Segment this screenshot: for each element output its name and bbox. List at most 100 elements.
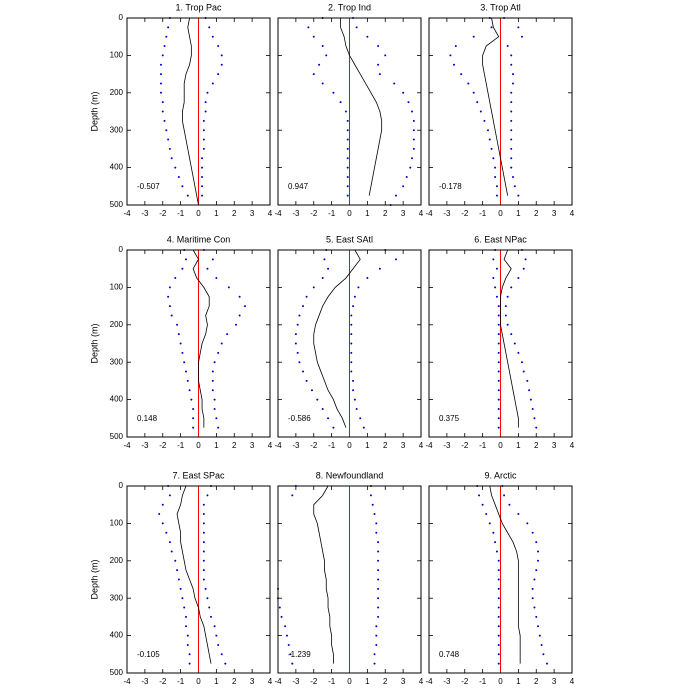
x-tick-label: -2 bbox=[159, 677, 167, 686]
profile-dot bbox=[524, 258, 527, 261]
profile-dot bbox=[165, 129, 168, 132]
profile-dot bbox=[510, 166, 513, 169]
profile-dot bbox=[350, 351, 353, 354]
profile-dot bbox=[510, 286, 513, 289]
profile-dot bbox=[217, 643, 220, 646]
panel-title: 7. East SPac bbox=[172, 470, 225, 480]
profile-dot bbox=[202, 119, 205, 122]
profile-dot bbox=[202, 513, 205, 516]
x-tick-label: -2 bbox=[461, 209, 469, 218]
annotation: -0.507 bbox=[137, 182, 160, 191]
profile-dot bbox=[371, 503, 374, 506]
profile-dot bbox=[377, 587, 380, 590]
profile-dot bbox=[174, 559, 177, 562]
profile-dot bbox=[535, 615, 538, 618]
profile-dot bbox=[310, 389, 313, 392]
profile-dot bbox=[298, 314, 301, 317]
profile-dot bbox=[355, 26, 358, 29]
profile-dot bbox=[350, 370, 353, 373]
profile-dot bbox=[201, 185, 204, 188]
y-axis-label: Depth (m) bbox=[89, 559, 99, 599]
profile-dot bbox=[497, 361, 500, 364]
profile-dot bbox=[529, 398, 532, 401]
x-tick-label: -1 bbox=[177, 441, 185, 450]
y-tick-label: 300 bbox=[110, 125, 124, 134]
profile-dot bbox=[215, 417, 218, 420]
profile-dot bbox=[158, 513, 161, 516]
profile-dot bbox=[531, 407, 534, 410]
x-tick-label: 4 bbox=[419, 677, 424, 686]
profile-dot bbox=[352, 379, 355, 382]
plot-frame bbox=[126, 17, 271, 206]
x-tick-label: 1 bbox=[365, 209, 370, 218]
profile-dot bbox=[183, 361, 186, 364]
profile-dot bbox=[302, 305, 305, 308]
profile-dot bbox=[497, 587, 500, 590]
profile-dot bbox=[510, 119, 513, 122]
profile-dot bbox=[325, 54, 328, 57]
profile-dot bbox=[490, 26, 493, 29]
profile-dot bbox=[497, 559, 500, 562]
profile-dot bbox=[184, 258, 187, 261]
profile-dot bbox=[291, 494, 294, 497]
profile-dot bbox=[497, 597, 500, 600]
profile-dot bbox=[377, 606, 380, 609]
x-tick-label: -2 bbox=[461, 441, 469, 450]
profile-dot bbox=[289, 653, 292, 656]
profile-dot bbox=[513, 185, 516, 188]
profile-dot bbox=[296, 351, 299, 354]
profile-dot bbox=[192, 417, 195, 420]
y-tick-label: 100 bbox=[110, 283, 124, 292]
profile-dot bbox=[215, 634, 218, 637]
profile-dot bbox=[350, 342, 353, 345]
profile-dot bbox=[352, 389, 355, 392]
x-tick-label: -3 bbox=[443, 677, 451, 686]
profile-dot bbox=[202, 550, 205, 553]
profile-dot bbox=[174, 166, 177, 169]
profile-dot bbox=[339, 101, 342, 104]
profile-line bbox=[340, 18, 383, 196]
profile-dot bbox=[522, 370, 525, 373]
profile-dot bbox=[201, 166, 204, 169]
profile-dot bbox=[181, 267, 184, 270]
profile-dot bbox=[453, 63, 456, 66]
profile-dot bbox=[202, 541, 205, 544]
profile-dot bbox=[202, 559, 205, 562]
profile-dot bbox=[188, 662, 191, 665]
profile-dot bbox=[533, 417, 536, 420]
profile-dot bbox=[373, 653, 376, 656]
profile-dot bbox=[186, 194, 189, 197]
profile-dot bbox=[217, 426, 220, 429]
profile-dot bbox=[346, 129, 349, 132]
profile-line bbox=[482, 17, 509, 196]
x-tick-label: -2 bbox=[310, 209, 318, 218]
profile-dot bbox=[520, 361, 523, 364]
profile-dot bbox=[176, 323, 179, 326]
profile-dot bbox=[170, 314, 173, 317]
profile-dot bbox=[211, 379, 214, 382]
profile-dot bbox=[168, 305, 171, 308]
profile-dot bbox=[467, 82, 470, 85]
profile-dot bbox=[202, 503, 205, 506]
x-tick-label: 4 bbox=[570, 209, 575, 218]
y-tick-label: 400 bbox=[110, 395, 124, 404]
profile-dot bbox=[375, 625, 378, 628]
profile-dot bbox=[510, 91, 513, 94]
profile-dot bbox=[346, 175, 349, 178]
profile-dot bbox=[497, 634, 500, 637]
profile-dot bbox=[159, 82, 162, 85]
panel-title: 6. East NPac bbox=[474, 234, 527, 244]
profile-line bbox=[313, 485, 334, 664]
x-tick-label: 1 bbox=[214, 677, 219, 686]
x-tick-label: -3 bbox=[141, 441, 149, 450]
profile-dot bbox=[510, 63, 513, 66]
profile-dot bbox=[479, 110, 482, 113]
profile-dot bbox=[346, 138, 349, 141]
profile-dot bbox=[167, 26, 170, 29]
profile-dot bbox=[377, 550, 380, 553]
x-tick-label: 2 bbox=[383, 441, 388, 450]
profile-dot bbox=[327, 417, 330, 420]
profile-dot bbox=[506, 45, 509, 48]
profile-dot bbox=[375, 643, 378, 646]
x-tick-label: 3 bbox=[552, 677, 557, 686]
